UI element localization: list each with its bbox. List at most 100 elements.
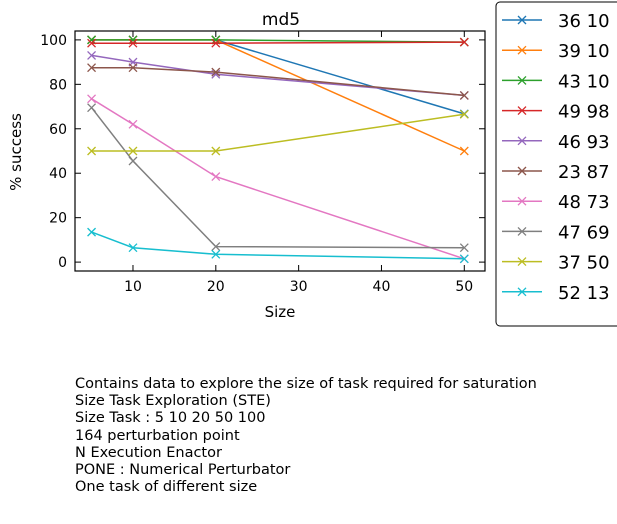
series-1 <box>87 35 469 119</box>
marker-stroke <box>87 103 97 113</box>
marker-stroke <box>211 172 221 182</box>
x-axis-label: Size <box>265 303 296 321</box>
series-line <box>91 231 465 260</box>
marker-stroke <box>517 257 527 267</box>
marker-stroke <box>459 37 469 47</box>
y-tick-label: 100 <box>40 33 67 49</box>
series-line <box>91 39 465 115</box>
marker-stroke <box>211 249 221 259</box>
marker-stroke <box>517 196 527 206</box>
legend-item: 37 50 <box>502 253 610 274</box>
marker-stroke <box>459 109 469 119</box>
marker-stroke <box>211 146 221 156</box>
data-point <box>128 146 138 156</box>
marker-stroke <box>517 15 527 25</box>
caption-line: 164 perturbation point <box>75 427 240 444</box>
legend-label: 47 69 <box>558 222 610 243</box>
marker-stroke <box>459 146 469 156</box>
data-point <box>128 119 138 129</box>
series-line <box>91 39 465 43</box>
data-point <box>459 146 469 156</box>
marker-stroke <box>211 242 221 252</box>
legend: 36 10 39 10 43 10 49 98 46 93 23 87 48 73 47 69… <box>495 1 617 327</box>
caption-line: N Execution Enactor <box>75 444 222 461</box>
caption-block: Contains data to explore the size of tas… <box>75 376 537 496</box>
legend-item: 47 69 <box>502 222 610 243</box>
marker-stroke <box>87 146 97 156</box>
caption-line: Size Task Exploration (STE) <box>75 393 271 410</box>
y-tick-label: 40 <box>49 166 67 182</box>
series-line <box>91 113 465 152</box>
marker-stroke <box>517 106 527 116</box>
marker-stroke <box>87 94 97 104</box>
series-10 <box>87 227 469 264</box>
legend-label: 52 13 <box>558 283 610 304</box>
marker-stroke <box>459 243 469 253</box>
y-tick-label: 0 <box>58 255 67 271</box>
legend-item: 46 93 <box>502 132 610 153</box>
data-point <box>87 63 97 73</box>
marker-stroke <box>128 156 138 166</box>
caption-line: PONE : Numerical Perturbator <box>75 462 291 479</box>
legend-label: 49 98 <box>558 102 610 123</box>
series-layer <box>87 35 469 264</box>
marker-stroke <box>128 38 138 48</box>
marker-stroke <box>87 50 97 60</box>
series-4 <box>87 37 469 48</box>
data-point <box>211 172 221 182</box>
series-6 <box>87 63 469 100</box>
marker-stroke <box>459 254 469 264</box>
data-point <box>211 67 221 77</box>
legend-label: 46 93 <box>558 132 610 153</box>
legend-item: 23 87 <box>502 162 610 183</box>
x-tick-label: 50 <box>455 279 473 295</box>
x-tick-label: 20 <box>207 279 225 295</box>
data-point <box>459 90 469 100</box>
series-line <box>91 107 465 249</box>
marker-stroke <box>517 287 527 297</box>
plot-frame <box>74 30 486 272</box>
marker-stroke <box>87 227 97 237</box>
marker-stroke <box>517 166 527 176</box>
marker-stroke <box>87 35 97 45</box>
series-line <box>91 66 465 97</box>
data-point <box>459 109 469 119</box>
data-point <box>459 254 469 264</box>
series-8 <box>87 103 469 253</box>
legend-item: 43 10 <box>502 71 610 92</box>
legend-label: 43 10 <box>558 71 610 92</box>
series-3 <box>87 35 469 47</box>
y-tick-label: 80 <box>49 77 67 93</box>
legend-frame <box>495 1 617 327</box>
x-tick-label: 40 <box>373 279 391 295</box>
legend-label: 39 10 <box>558 41 610 62</box>
marker-stroke <box>128 243 138 253</box>
caption-line: One task of different size <box>75 479 258 496</box>
data-point <box>128 243 138 253</box>
data-point <box>87 103 97 113</box>
legend-label: 23 87 <box>558 162 610 183</box>
series-line <box>91 41 465 44</box>
legend-item: 52 13 <box>502 283 610 304</box>
chart-title: md5 <box>262 10 300 30</box>
marker-stroke <box>517 226 527 236</box>
data-point <box>87 146 97 156</box>
data-point <box>128 63 138 73</box>
legend-item: 49 98 <box>502 102 610 123</box>
marker-stroke <box>211 67 221 77</box>
data-point <box>128 156 138 166</box>
marker-stroke <box>211 38 221 48</box>
caption-line: Size Task : 5 10 20 50 100 <box>75 410 266 427</box>
legend-item: 48 73 <box>502 192 610 213</box>
x-tick-label: 10 <box>124 279 142 295</box>
legend-label: 48 73 <box>558 192 610 213</box>
series-2 <box>87 35 469 156</box>
marker-stroke <box>87 38 97 48</box>
data-point <box>128 38 138 48</box>
data-point <box>87 38 97 48</box>
caption-line: Contains data to explore the size of tas… <box>75 376 537 392</box>
data-point <box>211 38 221 48</box>
marker-stroke <box>128 146 138 156</box>
data-point <box>87 227 97 237</box>
data-point <box>211 146 221 156</box>
